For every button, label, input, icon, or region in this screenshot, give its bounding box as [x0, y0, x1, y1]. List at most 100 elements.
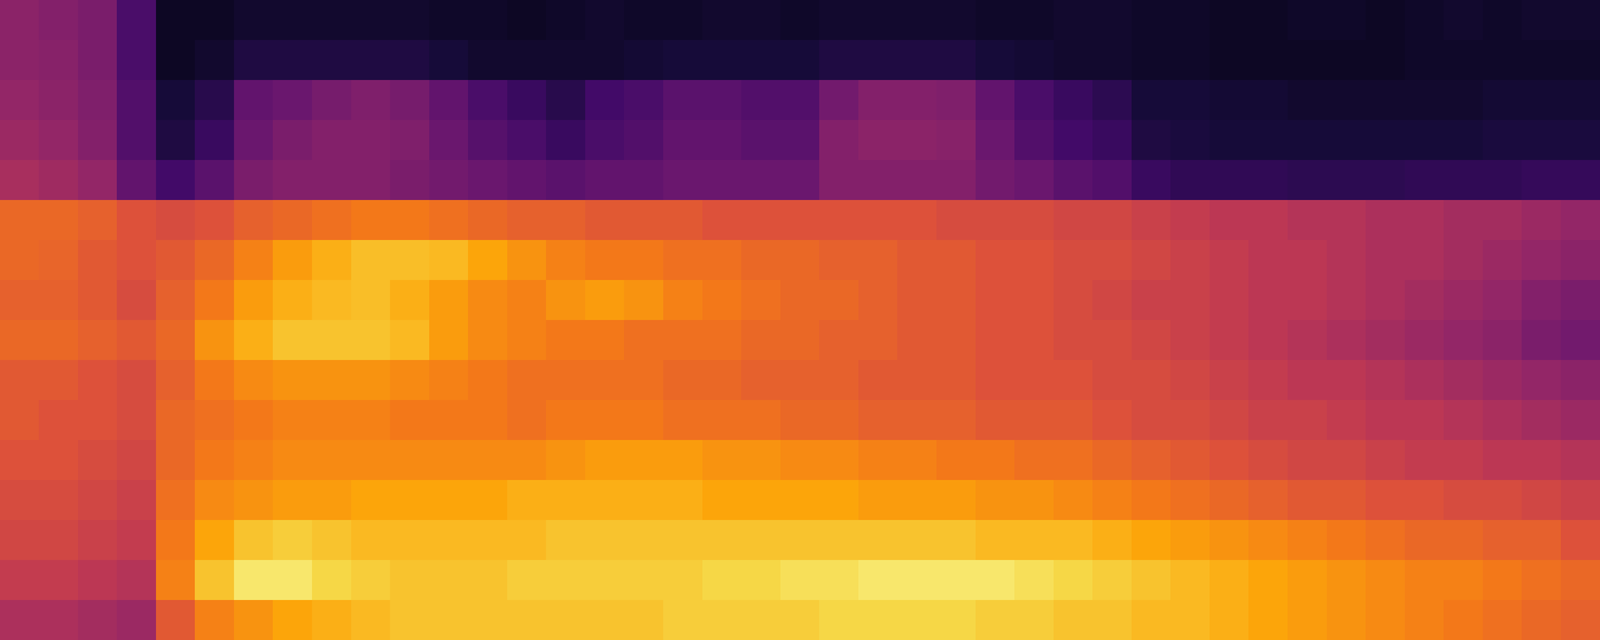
heatmap-cell: [897, 0, 938, 41]
heatmap-cell: [1365, 400, 1406, 441]
heatmap-cell: [1170, 200, 1211, 241]
heatmap-cell: [1170, 160, 1211, 201]
heatmap-cell: [468, 200, 508, 241]
heatmap-cell: [1365, 520, 1406, 561]
heatmap-cell: [272, 120, 313, 161]
heatmap-cell: [468, 520, 508, 561]
heatmap-cell: [1482, 160, 1523, 201]
heatmap-cell: [741, 400, 782, 441]
heatmap-cell: [351, 520, 391, 561]
heatmap-cell: [858, 360, 898, 401]
heatmap-cell: [702, 40, 742, 81]
heatmap-cell: [897, 360, 938, 401]
heatmap-cell: [1248, 120, 1289, 161]
heatmap-cell: [312, 320, 352, 361]
heatmap-cell: [1560, 160, 1600, 201]
heatmap-cell: [78, 200, 118, 241]
heatmap-cell: [429, 600, 469, 640]
heatmap-cell: [663, 600, 704, 640]
heatmap-cell: [1014, 0, 1055, 41]
heatmap-cell: [897, 240, 938, 281]
heatmap-cell: [858, 80, 898, 121]
heatmap-cell: [272, 320, 313, 361]
heatmap-cell: [429, 400, 469, 441]
heatmap-cell: [1326, 440, 1367, 481]
heatmap-cell: [1131, 440, 1172, 481]
heatmap-cell: [1053, 440, 1094, 481]
heatmap-cell: [312, 200, 352, 241]
heatmap-cell: [897, 120, 938, 161]
heatmap-cell: [819, 560, 860, 601]
heatmap-cell: [194, 80, 235, 121]
heatmap-cell: [1560, 440, 1600, 481]
heatmap-cell: [546, 400, 586, 441]
heatmap-cell: [741, 560, 782, 601]
heatmap-cell: [663, 480, 704, 521]
heatmap-cell: [78, 600, 118, 640]
heatmap-cell: [351, 320, 391, 361]
heatmap-cell: [1365, 240, 1406, 281]
heatmap-cell: [1170, 240, 1211, 281]
heatmap-cell: [38, 0, 79, 41]
heatmap-cell: [194, 560, 235, 601]
heatmap-cell: [585, 360, 625, 401]
heatmap-cell: [780, 160, 820, 201]
heatmap-cell: [507, 360, 547, 401]
heatmap-cell: [116, 520, 157, 561]
heatmap-cell: [0, 120, 40, 161]
heatmap-cell: [0, 80, 40, 121]
heatmap-cell: [1092, 80, 1133, 121]
heatmap-cell: [1014, 360, 1055, 401]
heatmap-cell: [1482, 440, 1523, 481]
heatmap-cell: [897, 320, 938, 361]
heatmap-cell: [234, 560, 274, 601]
heatmap-cell: [429, 360, 469, 401]
heatmap-cell: [272, 400, 313, 441]
heatmap-cell: [507, 560, 547, 601]
heatmap-cell: [1170, 320, 1211, 361]
heatmap-cell: [858, 320, 898, 361]
heatmap-cell: [1209, 80, 1250, 121]
heatmap-cell: [819, 400, 860, 441]
heatmap-cell: [390, 520, 430, 561]
heatmap-cell: [819, 440, 860, 481]
heatmap-cell: [1170, 120, 1211, 161]
heatmap-cell: [234, 400, 274, 441]
heatmap-cell: [1365, 480, 1406, 521]
heatmap-cell: [1248, 200, 1289, 241]
heatmap-cell: [975, 80, 1016, 121]
heatmap-cell: [1482, 360, 1523, 401]
heatmap-cell: [819, 40, 860, 81]
heatmap-cell: [390, 200, 430, 241]
heatmap-cell: [1443, 360, 1484, 401]
heatmap-cell: [975, 40, 1016, 81]
heatmap-cell: [1170, 360, 1211, 401]
heatmap-cell: [1287, 560, 1328, 601]
heatmap-cell: [312, 280, 352, 321]
heatmap-cell: [507, 160, 547, 201]
heatmap-cell: [1521, 280, 1562, 321]
heatmap-cell: [234, 440, 274, 481]
heatmap-cell: [194, 400, 235, 441]
heatmap-cell: [1326, 560, 1367, 601]
heatmap-cell: [663, 120, 704, 161]
heatmap-cell: [312, 560, 352, 601]
heatmap-cell: [312, 160, 352, 201]
heatmap-cell: [1404, 600, 1445, 640]
heatmap-cell: [194, 40, 235, 81]
heatmap-cell: [38, 120, 79, 161]
heatmap-cell: [1326, 200, 1367, 241]
heatmap-cell: [1092, 160, 1133, 201]
heatmap-cell: [1443, 0, 1484, 41]
heatmap-cell: [585, 40, 625, 81]
heatmap-cell: [0, 520, 40, 561]
heatmap-cell: [156, 240, 196, 281]
heatmap-cell: [507, 480, 547, 521]
heatmap-cell: [1521, 600, 1562, 640]
heatmap-cell: [156, 0, 196, 41]
heatmap-cell: [897, 400, 938, 441]
heatmap-cell: [546, 40, 586, 81]
heatmap-cell: [624, 480, 664, 521]
heatmap-cell: [0, 600, 40, 640]
heatmap-cell: [312, 440, 352, 481]
